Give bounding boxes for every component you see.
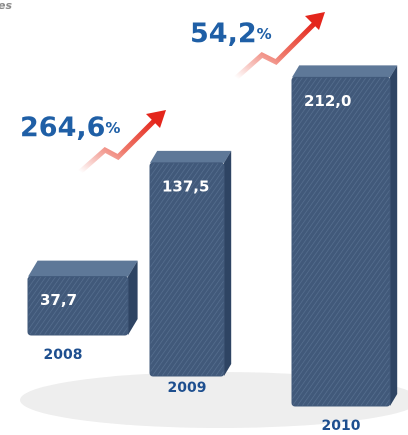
arrows	[78, 12, 325, 174]
annotation: 264,6%	[20, 112, 120, 143]
x-tick-label: 2009	[168, 380, 207, 396]
arrow-head	[305, 12, 325, 30]
value-label: 37,7	[40, 291, 77, 309]
value-label: 137,5	[162, 177, 209, 195]
annotation-unit: %	[257, 25, 272, 43]
annotation-unit: %	[105, 119, 120, 137]
bar-side	[224, 150, 232, 376]
growth-arrow	[234, 22, 316, 80]
x-tick-label: 2010	[322, 418, 361, 434]
chart-title: es	[0, 0, 12, 12]
bar-side	[128, 260, 138, 335]
bar	[291, 76, 391, 407]
bar-top	[150, 150, 232, 163]
bar-top	[28, 260, 138, 277]
annotation: 54,2%	[190, 18, 272, 49]
arrow-head	[146, 110, 166, 128]
annotation-value: 54,2	[190, 18, 257, 49]
x-tick-label: 2008	[44, 347, 83, 363]
growth-arrow	[78, 118, 157, 174]
bar	[27, 276, 129, 336]
bar	[149, 162, 225, 377]
bar-side	[390, 65, 398, 407]
bar-top	[292, 65, 398, 78]
value-label: 212,0	[304, 92, 351, 110]
annotation-value: 264,6	[20, 112, 105, 143]
